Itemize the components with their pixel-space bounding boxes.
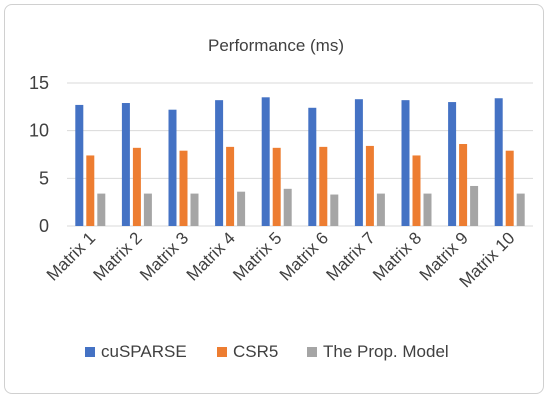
legend-label: The Prop. Model bbox=[323, 342, 449, 361]
y-tick-label: 0 bbox=[39, 216, 49, 236]
bar-csr5-1 bbox=[86, 155, 95, 226]
legend-item: cuSPARSE bbox=[85, 342, 187, 361]
legend-item: CSR5 bbox=[217, 342, 278, 361]
x-tick-label: Matrix 5 bbox=[229, 228, 285, 284]
bar-cusparse-6 bbox=[308, 107, 317, 226]
chart-frame: Performance (ms) 0 5 10 15 Matrix 1 Matrix 2… bbox=[4, 4, 544, 394]
bar-cusparse-1 bbox=[75, 104, 84, 226]
y-axis-ticks: 0 5 10 15 bbox=[29, 73, 49, 236]
bar-the-prop-model-10 bbox=[516, 193, 525, 226]
bar-cusparse-8 bbox=[401, 100, 410, 226]
bar-csr5-4 bbox=[226, 146, 235, 226]
bar-the-prop-model-4 bbox=[237, 191, 246, 226]
bar-csr5-10 bbox=[505, 150, 514, 226]
bar-cusparse-4 bbox=[215, 100, 224, 226]
bar-cusparse-3 bbox=[168, 109, 177, 226]
y-tick-label: 10 bbox=[29, 121, 49, 141]
x-tick-label: Matrix 8 bbox=[369, 228, 425, 284]
bar-the-prop-model-2 bbox=[143, 193, 152, 226]
legend-swatch bbox=[217, 347, 227, 357]
bar-csr5-9 bbox=[459, 144, 468, 226]
bar-cusparse-7 bbox=[354, 99, 363, 226]
bar-the-prop-model-7 bbox=[376, 193, 385, 226]
bar-the-prop-model-9 bbox=[470, 185, 479, 226]
legend-swatch bbox=[307, 347, 317, 357]
bar-csr5-6 bbox=[319, 146, 328, 226]
bar-csr5-8 bbox=[412, 155, 421, 226]
y-tick-label: 5 bbox=[39, 168, 49, 188]
bar-csr5-2 bbox=[132, 147, 141, 226]
bar-csr5-5 bbox=[272, 147, 281, 226]
bar-csr5-7 bbox=[365, 145, 374, 226]
x-tick-label: Matrix 4 bbox=[183, 228, 239, 284]
x-tick-label: Matrix 1 bbox=[43, 228, 99, 284]
x-tick-label: Matrix 3 bbox=[136, 228, 192, 284]
chart-title: Performance (ms) bbox=[208, 36, 344, 55]
y-tick-label: 15 bbox=[29, 73, 49, 93]
bar-csr5-3 bbox=[179, 150, 188, 226]
bar-the-prop-model-6 bbox=[330, 194, 339, 226]
x-tick-label: Matrix 6 bbox=[276, 228, 332, 284]
legend-label: CSR5 bbox=[233, 342, 278, 361]
bar-cusparse-10 bbox=[494, 98, 503, 226]
bars bbox=[75, 97, 525, 226]
legend-label: cuSPARSE bbox=[101, 342, 187, 361]
bar-cusparse-2 bbox=[121, 103, 130, 226]
bar-the-prop-model-1 bbox=[97, 193, 106, 226]
bar-cusparse-9 bbox=[448, 102, 457, 226]
legend: cuSPARSE CSR5 The Prop. Model bbox=[85, 342, 449, 361]
x-tick-label: Matrix 2 bbox=[90, 228, 146, 284]
bar-the-prop-model-5 bbox=[283, 188, 292, 226]
legend-swatch bbox=[85, 347, 95, 357]
bar-the-prop-model-8 bbox=[423, 193, 432, 226]
legend-item: The Prop. Model bbox=[307, 342, 449, 361]
bar-cusparse-5 bbox=[261, 97, 270, 226]
x-tick-label: Matrix 7 bbox=[323, 228, 379, 284]
bar-the-prop-model-3 bbox=[190, 193, 199, 226]
